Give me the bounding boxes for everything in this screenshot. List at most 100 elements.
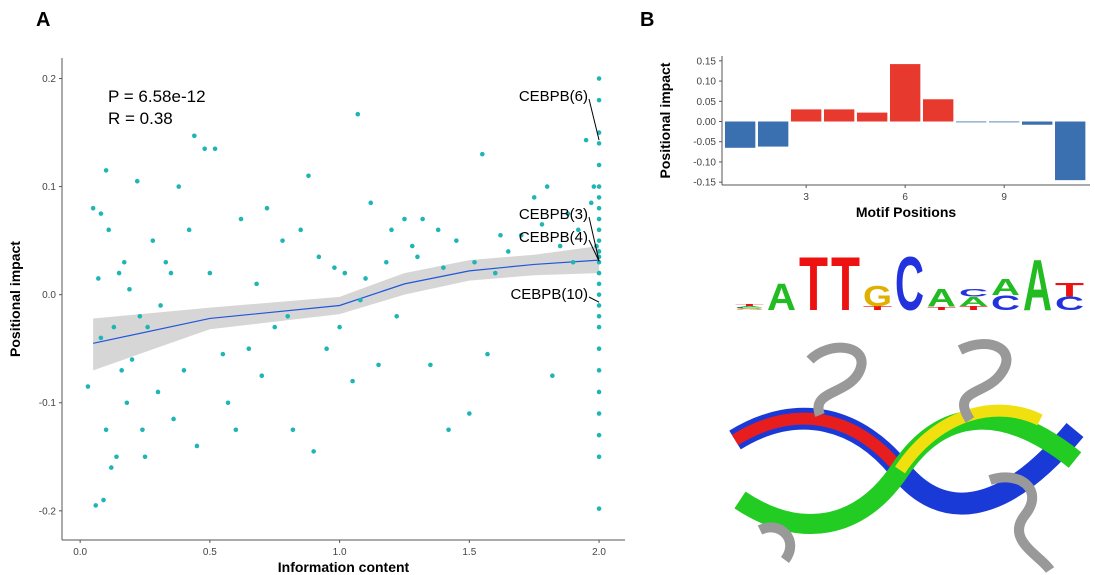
bar (857, 113, 887, 122)
x-axis-title: Motif Positions (856, 204, 957, 220)
bar (824, 109, 854, 121)
x-tick-label: 0.0 (73, 547, 87, 558)
point (298, 228, 303, 233)
point (234, 427, 239, 432)
point (99, 336, 104, 341)
point (597, 368, 602, 373)
point (597, 314, 602, 319)
y-tick-label: 0.05 (697, 97, 717, 108)
structure-image (725, 340, 1080, 575)
point (446, 427, 451, 432)
point (125, 400, 130, 405)
point (239, 217, 244, 222)
point (597, 433, 602, 438)
point (169, 271, 174, 276)
point (324, 346, 329, 351)
logo-letter: C (895, 241, 924, 326)
point (389, 228, 394, 233)
point (187, 228, 192, 233)
point (259, 373, 264, 378)
bar (758, 122, 788, 147)
logo-letter: T (799, 241, 828, 326)
point (138, 314, 143, 319)
point (592, 184, 597, 189)
point (285, 314, 290, 319)
y-tick-label: -0.2 (39, 506, 57, 517)
point (597, 195, 602, 200)
point (208, 271, 213, 276)
point (597, 76, 602, 81)
point (226, 400, 231, 405)
bar (890, 64, 920, 121)
annotation: CEBPB(4) (519, 229, 588, 246)
x-axis-title: Information content (278, 559, 410, 575)
point (355, 112, 360, 117)
point (506, 249, 511, 254)
point (597, 184, 602, 189)
point (368, 201, 373, 206)
point (545, 184, 550, 189)
point (597, 271, 602, 276)
point (493, 271, 498, 276)
point (597, 98, 602, 103)
y-axis-title: Positional impact (657, 62, 673, 178)
point (122, 260, 127, 265)
bar (989, 122, 1019, 123)
point (101, 498, 106, 503)
point (597, 390, 602, 395)
point (221, 352, 226, 357)
point (384, 260, 389, 265)
point (151, 238, 156, 243)
y-tick-label: 0.15 (697, 56, 717, 67)
y-tick-label: 0.10 (697, 77, 717, 88)
logo-letter: T (831, 241, 860, 326)
point (597, 206, 602, 211)
point (376, 363, 381, 368)
point (472, 260, 477, 265)
point (342, 271, 347, 276)
point (145, 325, 150, 330)
annotation-line (589, 297, 599, 302)
point (171, 417, 176, 422)
point (454, 238, 459, 243)
point (428, 363, 433, 368)
point (597, 506, 602, 511)
x-tick-label: 6 (902, 192, 908, 203)
point (420, 217, 425, 222)
point (584, 138, 589, 143)
point (597, 325, 602, 330)
point (91, 206, 96, 211)
point (597, 454, 602, 459)
y-tick-label: 0.2 (42, 74, 56, 85)
figure: A B -0.2-0.10.00.10.20.00.51.01.52.0Info… (0, 0, 1095, 575)
panel-label: B (640, 9, 654, 31)
point (532, 195, 537, 200)
point (306, 173, 311, 178)
point (156, 390, 161, 395)
logo-letter: A (767, 277, 796, 319)
point (117, 271, 122, 276)
bar (791, 109, 821, 121)
point (597, 303, 602, 308)
y-tick-label: -0.1 (39, 398, 57, 409)
point (597, 411, 602, 416)
point (467, 411, 472, 416)
bar (956, 122, 986, 123)
bar (923, 99, 953, 121)
point (135, 179, 140, 184)
point (337, 325, 342, 330)
point (436, 228, 441, 233)
point (358, 298, 363, 303)
point (254, 282, 259, 287)
point (272, 325, 277, 330)
point (597, 292, 602, 297)
point (415, 255, 420, 260)
point (96, 276, 101, 281)
point (311, 449, 316, 454)
y-tick-label: 0.00 (697, 117, 717, 128)
point (597, 346, 602, 351)
point (195, 444, 200, 449)
point (589, 201, 594, 206)
stat-text: R = 0.38 (108, 109, 173, 128)
point (597, 282, 602, 287)
